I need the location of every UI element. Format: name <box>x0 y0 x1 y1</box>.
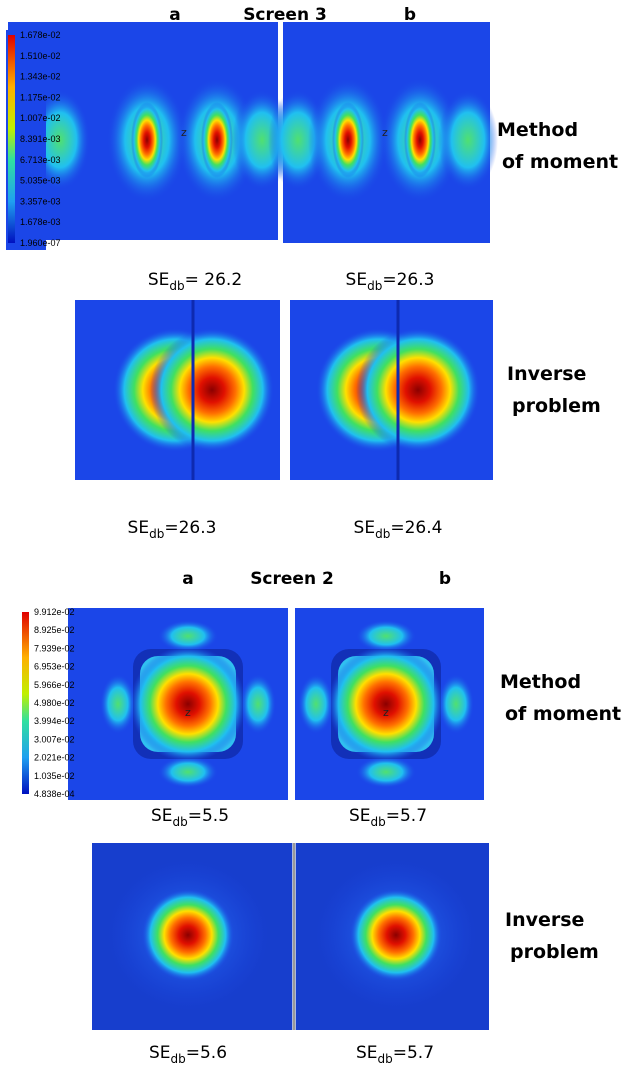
colorbar-label: 7.939e-02 <box>34 643 75 653</box>
colorbar-label: 1.678e-03 <box>20 217 61 227</box>
column-label: a <box>169 5 180 25</box>
field-blob <box>131 102 163 178</box>
se-main: SE <box>148 270 170 290</box>
colorbar-label: 8.391e-03 <box>20 134 61 144</box>
colorbar-label: 4.838e-04 <box>34 789 75 799</box>
se-sub: db <box>367 279 382 293</box>
se-label: SEdb=26.4 <box>354 518 443 541</box>
colorbar-label: 1.960e-07 <box>20 238 61 248</box>
colorbar-label: 5.966e-02 <box>34 680 75 690</box>
colorbar-label: 5.035e-03 <box>20 176 61 186</box>
column-label: b <box>439 569 451 589</box>
colorbar <box>22 612 29 794</box>
colorbar-label: 8.925e-02 <box>34 625 75 635</box>
se-main: SE <box>349 806 371 826</box>
colorbar-label: 3.357e-03 <box>20 196 61 206</box>
field-blob <box>201 102 233 178</box>
axis-marker: z <box>181 126 187 139</box>
se-label: SEdb=5.5 <box>151 806 229 829</box>
field-blob <box>130 646 246 762</box>
field-blob <box>328 646 444 762</box>
row-label: of moment <box>505 703 621 725</box>
se-value: =26.3 <box>164 518 216 538</box>
se-sub: db <box>378 1052 393 1066</box>
column-label: a <box>182 569 193 589</box>
se-main: SE <box>151 806 173 826</box>
se-value: = 26.2 <box>185 270 243 290</box>
colorbar-label: 1.175e-02 <box>20 92 61 102</box>
colorbar-label: 3.007e-02 <box>34 734 75 744</box>
colorbar-label: 1.035e-02 <box>34 771 75 781</box>
colorbar-label: 1.510e-02 <box>20 51 61 61</box>
se-label: SEdb= 26.2 <box>148 270 242 293</box>
row-label: Method <box>500 671 581 693</box>
colorbar-label: 4.980e-02 <box>34 698 75 708</box>
colorbar-label: 1.678e-02 <box>20 30 61 40</box>
field-blob <box>404 102 436 178</box>
colorbar-label: 2.021e-02 <box>34 753 75 763</box>
se-value: =5.7 <box>393 1043 434 1063</box>
field-blob <box>356 756 416 788</box>
field-blob <box>150 328 274 452</box>
colorbar-label: 6.713e-03 <box>20 155 61 165</box>
se-value: =5.6 <box>186 1043 227 1063</box>
se-value: =5.5 <box>188 806 229 826</box>
column-label: b <box>404 5 416 25</box>
axis-marker: z <box>383 706 389 719</box>
field-blob <box>158 620 218 652</box>
field-blob <box>438 674 474 734</box>
se-sub: db <box>173 815 188 829</box>
se-sub: db <box>169 279 184 293</box>
colorbar <box>8 35 15 243</box>
axis-marker: z <box>185 706 191 719</box>
screen-title: Screen 3 <box>243 5 327 25</box>
row-label: of moment <box>502 151 618 173</box>
field-blob <box>158 756 218 788</box>
field-blob <box>100 674 136 734</box>
row-label: Method <box>497 119 578 141</box>
field-blob <box>356 620 416 652</box>
field-blob <box>142 889 234 981</box>
se-value: =26.4 <box>390 518 442 538</box>
field-blob <box>332 102 364 178</box>
se-main: SE <box>346 270 368 290</box>
se-sub: db <box>371 815 386 829</box>
colorbar-label: 9.912e-02 <box>34 607 75 617</box>
se-sub: db <box>375 527 390 541</box>
se-main: SE <box>356 1043 378 1063</box>
se-label: SEdb=26.3 <box>128 518 217 541</box>
se-value: =26.3 <box>382 270 434 290</box>
axis-marker: z <box>382 126 388 139</box>
se-value: =5.7 <box>386 806 427 826</box>
row-label: problem <box>510 941 599 963</box>
se-main: SE <box>128 518 150 538</box>
se-sub: db <box>149 527 164 541</box>
colorbar-label: 6.953e-02 <box>34 662 75 672</box>
colorbar-label: 1.007e-02 <box>20 113 61 123</box>
se-main: SE <box>354 518 376 538</box>
colorbar-label: 1.343e-02 <box>20 72 61 82</box>
field-blob <box>350 889 442 981</box>
row-label: problem <box>512 395 601 417</box>
se-label: SEdb=26.3 <box>346 270 435 293</box>
field-blob <box>438 90 498 190</box>
se-main: SE <box>149 1043 171 1063</box>
colorbar-label: 3.994e-02 <box>34 716 75 726</box>
row-label: Inverse <box>507 363 586 385</box>
field-blob <box>298 674 334 734</box>
screen-title: Screen 2 <box>250 569 334 589</box>
field-blob <box>240 674 276 734</box>
se-label: SEdb=5.7 <box>356 1043 434 1066</box>
se-label: SEdb=5.6 <box>149 1043 227 1066</box>
row-label: Inverse <box>505 909 584 931</box>
se-label: SEdb=5.7 <box>349 806 427 829</box>
se-sub: db <box>171 1052 186 1066</box>
field-blob <box>356 328 480 452</box>
